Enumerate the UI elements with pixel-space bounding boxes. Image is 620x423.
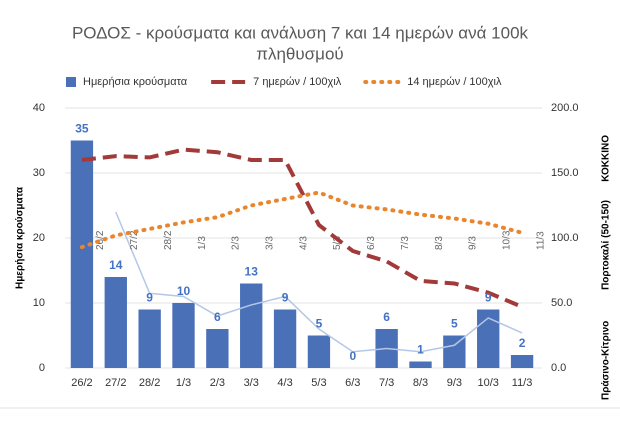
data-label: 2	[519, 336, 526, 350]
series-line	[115, 211, 523, 353]
data-label: 10	[177, 284, 191, 298]
y2-tick-label: 200.0	[551, 102, 579, 114]
data-label: 35	[75, 122, 89, 136]
data-label: 14	[109, 258, 123, 272]
inner-category-label: 1/3	[197, 236, 208, 250]
x-tick-label: 11/3	[512, 377, 533, 389]
x-tick-label: 27/2	[105, 377, 126, 389]
x-tick-label: 8/3	[413, 377, 428, 389]
bar	[273, 309, 297, 368]
bar	[206, 329, 229, 368]
series-line	[81, 147, 523, 309]
bar	[443, 335, 466, 368]
x-tick-label: 7/3	[379, 377, 394, 389]
y2-tick-label: 150.0	[551, 167, 579, 179]
data-label: 1	[417, 343, 424, 357]
inner-category-label: 2/3	[231, 236, 242, 250]
x-tick-label: 4/3	[277, 377, 292, 389]
series-line	[79, 190, 525, 250]
x-tick-label: 9/3	[447, 377, 462, 389]
bar	[70, 140, 94, 368]
x-tick-label: 28/2	[139, 377, 160, 389]
inner-category-label: 8/3	[434, 236, 445, 250]
bar	[307, 335, 331, 368]
inner-category-label: 7/3	[400, 236, 411, 250]
y-tick-label: 30	[33, 167, 45, 179]
legend-label: Ημερήσια κρούσματα	[83, 76, 188, 88]
inner-category-label: 3/3	[264, 236, 275, 250]
bar	[172, 303, 195, 368]
y-tick-label: 40	[33, 102, 45, 114]
legend-swatch	[66, 77, 76, 87]
inner-category-label: 26/2	[95, 230, 106, 250]
x-tick-label: 1/3	[176, 377, 191, 389]
x-tick-label: 3/3	[244, 377, 259, 389]
legend-label: 7 ημερών / 100χιλ	[253, 76, 342, 88]
data-label: 9	[282, 291, 289, 305]
inner-category-label: 27/2	[129, 230, 140, 250]
chart-title: ΡΟΔΟΣ - κρούσματα και ανάλυση 7 και 14 η…	[72, 23, 529, 42]
inner-category-label: 10/3	[501, 230, 512, 250]
data-label: 0	[349, 349, 356, 363]
bar	[510, 355, 534, 368]
legend-label: 14 ημερών / 100χιλ	[407, 76, 502, 88]
chart-title: πληθυσμού	[256, 44, 343, 63]
y-tick-label: 0	[39, 362, 45, 374]
data-label: 13	[245, 265, 259, 279]
x-tick-label: 10/3	[478, 377, 499, 389]
x-tick-label: 26/2	[71, 377, 92, 389]
data-label: 5	[316, 317, 323, 331]
bar	[409, 361, 432, 368]
y2-tick-label: 0.0	[551, 362, 566, 374]
bar	[138, 309, 161, 368]
bar	[104, 277, 127, 368]
data-label: 5	[451, 317, 458, 331]
y-tick-label: 20	[33, 232, 45, 244]
inner-category-label: 28/2	[163, 230, 174, 250]
y2-axis-title: Πράσινο-Κίτρινο	[601, 321, 612, 400]
y-tick-label: 10	[33, 297, 45, 309]
y-axis-title: Ημερήσια κρούσματα	[15, 186, 26, 289]
inner-category-label: 5/3	[332, 236, 343, 250]
bar	[240, 283, 263, 368]
data-label: 6	[383, 310, 390, 324]
inner-category-label: 11/3	[535, 231, 546, 250]
x-tick-label: 6/3	[345, 377, 360, 389]
y2-axis-title: ΚΟΚΚΙΝΟ	[601, 135, 612, 182]
y2-axis-title: Πορτοκαλί (50-150)	[601, 200, 612, 290]
inner-category-label: 6/3	[366, 236, 377, 250]
x-tick-label: 5/3	[311, 377, 326, 389]
bar	[477, 309, 500, 368]
y2-tick-label: 100.0	[551, 232, 579, 244]
x-tick-label: 2/3	[210, 377, 225, 389]
data-label: 6	[214, 310, 221, 324]
inner-category-label: 9/3	[468, 236, 479, 250]
data-label: 9	[485, 291, 492, 305]
data-label: 9	[146, 291, 153, 305]
y2-tick-label: 50.0	[551, 297, 572, 309]
inner-category-label: 4/3	[298, 236, 309, 250]
